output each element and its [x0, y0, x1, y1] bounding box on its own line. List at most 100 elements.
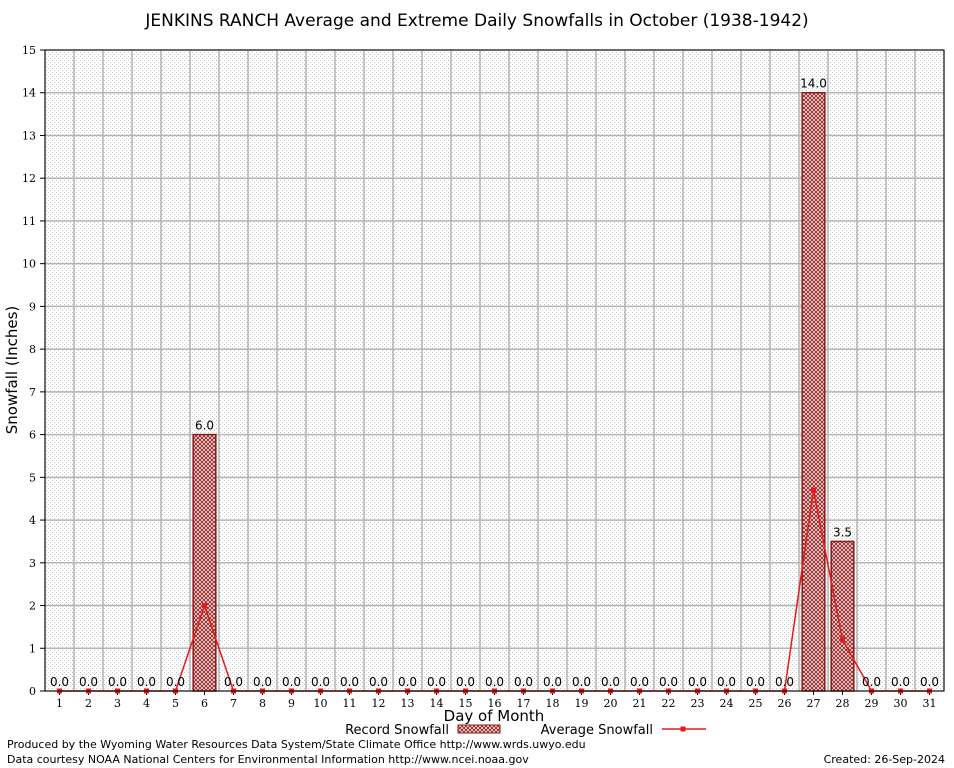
chart-title: JENKINS RANCH Average and Extreme Daily … [144, 11, 808, 31]
x-tick-label: 21 [633, 697, 647, 710]
average-label: 0.0 [311, 675, 330, 689]
x-tick-label: 25 [749, 697, 763, 710]
x-tick-label: 24 [720, 697, 734, 710]
average-label: 0.0 [253, 675, 272, 689]
x-tick-label: 23 [691, 697, 705, 710]
x-axis-ticks: 1 2 3 4 5 6 7 8 9 10 11 12 13 14 15 16 17 18 19 20 21 22 23 24 2… [56, 691, 937, 710]
legend: Record Snowfall Average Snowfall [345, 723, 706, 738]
average-label: 0.0 [572, 675, 591, 689]
average-label: 0.0 [601, 675, 620, 689]
legend-average-label: Average Snowfall [541, 723, 653, 738]
average-label: 0.0 [775, 675, 794, 689]
y-tick-label: 2 [29, 600, 36, 613]
average-label: 0.0 [543, 675, 562, 689]
legend-record-label: Record Snowfall [345, 723, 449, 738]
x-tick-label: 4 [143, 697, 150, 710]
average-labels: 0.0 0.0 0.0 0.0 0.0 0.0 0.0 0.0 0.0 0.0 0.0 0.0 0.0 0… [50, 675, 939, 689]
footer-created: Created: 26-Sep-2024 [824, 753, 945, 766]
y-tick-label: 11 [22, 215, 36, 228]
average-label: 0.0 [137, 675, 156, 689]
y-tick-label: 4 [29, 514, 36, 527]
x-tick-label: 20 [604, 697, 618, 710]
average-label: 0.0 [427, 675, 446, 689]
x-axis-label: Day of Month [444, 707, 545, 725]
x-tick-label: 8 [259, 697, 266, 710]
x-tick-label: 7 [230, 697, 237, 710]
average-label: 0.0 [369, 675, 388, 689]
record-bar-label: 3.5 [833, 525, 852, 539]
y-tick-label: 7 [29, 386, 36, 399]
plot-frame [44, 49, 945, 692]
y-tick-label: 8 [29, 343, 36, 356]
average-label: 0.0 [514, 675, 533, 689]
average-label: 0.0 [485, 675, 504, 689]
average-label: 0.0 [166, 675, 185, 689]
record-bar-labels: 6.0 14.0 3.5 [195, 77, 852, 540]
y-tick-label: 15 [22, 44, 36, 57]
y-axis-label: Snowfall (Inches) [3, 306, 21, 434]
y-tick-label: 10 [22, 258, 36, 271]
average-label: 0.0 [340, 675, 359, 689]
average-label: 0.0 [891, 675, 910, 689]
footer-data-courtesy: Data courtesy NOAA National Centers for … [7, 753, 529, 766]
x-tick-label: 22 [662, 697, 676, 710]
x-tick-label: 5 [172, 697, 179, 710]
average-label: 0.0 [746, 675, 765, 689]
x-tick-label: 15 [459, 697, 473, 710]
x-tick-label: 26 [778, 697, 792, 710]
x-tick-label: 28 [836, 697, 850, 710]
average-label: 0.0 [50, 675, 69, 689]
record-bar [192, 433, 217, 692]
record-bar-label: 14.0 [800, 77, 827, 91]
x-tick-label: 9 [288, 697, 295, 710]
x-tick-label: 29 [865, 697, 879, 710]
average-label: 0.0 [108, 675, 127, 689]
x-tick-label: 11 [343, 697, 357, 710]
legend-record-swatch [457, 724, 501, 734]
x-tick-label: 27 [807, 697, 821, 710]
y-tick-label: 14 [22, 87, 36, 100]
average-point [811, 487, 816, 493]
legend-average-marker [680, 726, 686, 732]
average-point [840, 637, 845, 643]
x-tick-label: 31 [923, 697, 937, 710]
x-tick-label: 16 [488, 697, 502, 710]
average-label: 0.0 [456, 675, 475, 689]
x-tick-label: 10 [314, 697, 328, 710]
x-tick-label: 13 [401, 697, 415, 710]
average-label: 0.0 [398, 675, 417, 689]
average-label: 0.0 [920, 675, 939, 689]
x-tick-label: 6 [201, 697, 208, 710]
y-tick-label: 13 [22, 129, 36, 142]
average-point [202, 603, 207, 609]
record-bar [830, 540, 855, 692]
x-tick-label: 30 [894, 697, 908, 710]
average-label: 0.0 [659, 675, 678, 689]
y-tick-label: 5 [29, 471, 36, 484]
x-tick-label: 2 [85, 697, 92, 710]
average-label: 0.0 [224, 675, 243, 689]
y-tick-label: 6 [29, 429, 36, 442]
y-tick-label: 0 [29, 685, 36, 698]
average-label: 0.0 [862, 675, 881, 689]
y-tick-label: 1 [29, 642, 36, 655]
x-tick-label: 1 [56, 697, 63, 710]
x-tick-label: 18 [546, 697, 560, 710]
average-label: 0.0 [630, 675, 649, 689]
x-tick-label: 3 [114, 697, 121, 710]
x-tick-label: 19 [575, 697, 589, 710]
average-label: 0.0 [282, 675, 301, 689]
x-tick-label: 12 [372, 697, 386, 710]
average-label: 0.0 [717, 675, 736, 689]
x-tick-label: 17 [517, 697, 531, 710]
y-tick-label: 12 [22, 172, 36, 185]
y-tick-label: 3 [29, 557, 36, 570]
x-tick-label: 14 [430, 697, 444, 710]
average-label: 0.0 [79, 675, 98, 689]
record-bar-label: 6.0 [195, 419, 214, 433]
average-label: 0.0 [688, 675, 707, 689]
y-tick-label: 9 [29, 300, 36, 313]
footer-produced-by: Produced by the Wyoming Water Resources … [7, 738, 586, 751]
